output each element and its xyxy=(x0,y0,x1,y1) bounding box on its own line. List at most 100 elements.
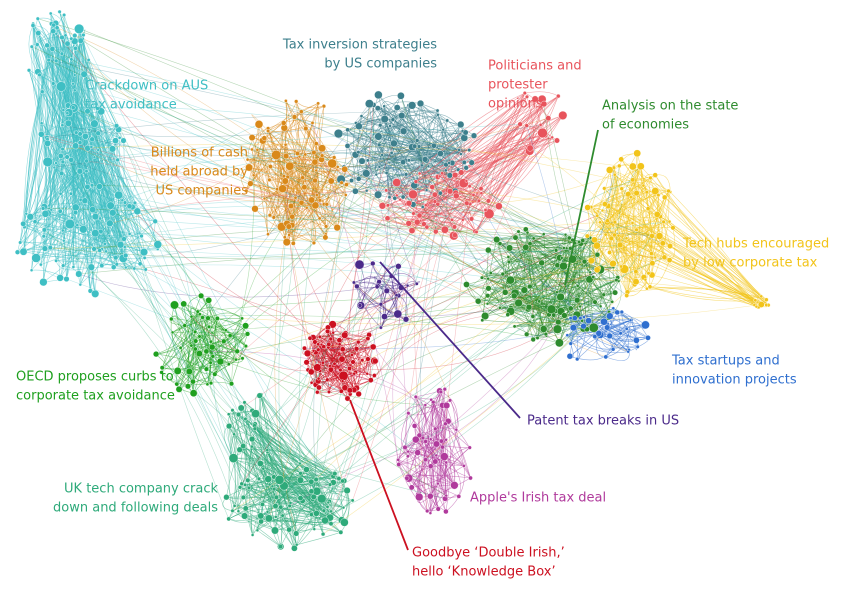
edge xyxy=(651,253,757,307)
node xyxy=(512,234,519,241)
edge xyxy=(83,34,90,130)
node xyxy=(180,300,187,308)
node xyxy=(416,212,423,219)
edge xyxy=(357,230,413,343)
node xyxy=(367,377,374,383)
node xyxy=(393,309,403,319)
edge xyxy=(59,11,242,409)
node xyxy=(121,236,127,242)
node xyxy=(587,257,595,265)
edge xyxy=(587,165,620,208)
node xyxy=(601,292,606,297)
edge xyxy=(44,211,138,231)
node xyxy=(221,338,227,344)
edge xyxy=(41,134,52,214)
node xyxy=(405,200,413,207)
node xyxy=(57,208,63,214)
node xyxy=(552,324,563,334)
edge xyxy=(71,59,460,151)
edge xyxy=(445,439,455,486)
node xyxy=(537,127,548,139)
node xyxy=(574,297,581,304)
edge xyxy=(233,434,303,502)
node xyxy=(527,241,533,247)
node xyxy=(444,493,448,498)
node xyxy=(469,216,475,222)
node xyxy=(485,285,492,292)
node xyxy=(226,423,233,430)
node xyxy=(291,114,298,120)
node xyxy=(370,343,377,351)
edge xyxy=(224,330,243,359)
edge xyxy=(537,262,543,338)
node xyxy=(346,387,353,394)
node xyxy=(605,218,610,224)
edge xyxy=(643,191,671,278)
edge xyxy=(234,459,290,530)
edge xyxy=(61,53,126,256)
edge xyxy=(324,166,338,238)
node xyxy=(350,353,354,357)
node xyxy=(555,319,562,326)
node xyxy=(316,347,321,352)
node xyxy=(446,172,453,179)
node xyxy=(520,286,528,294)
node xyxy=(193,329,198,334)
edge xyxy=(383,106,418,186)
edge xyxy=(481,256,509,278)
edge xyxy=(122,200,270,519)
edge xyxy=(555,234,598,255)
node xyxy=(459,152,463,156)
node xyxy=(467,148,472,153)
node xyxy=(197,334,202,339)
node xyxy=(264,514,273,523)
node xyxy=(84,183,91,190)
node xyxy=(479,191,484,195)
node xyxy=(345,127,350,133)
edge xyxy=(95,232,196,333)
node xyxy=(293,195,298,200)
edge xyxy=(604,203,759,307)
node xyxy=(60,159,66,165)
node xyxy=(525,230,530,235)
edge xyxy=(498,103,545,207)
node xyxy=(404,475,410,481)
edge xyxy=(239,487,341,533)
node xyxy=(47,245,53,251)
edge xyxy=(46,45,57,261)
node xyxy=(666,188,671,194)
node xyxy=(317,198,322,203)
node xyxy=(64,154,70,160)
node xyxy=(423,457,428,463)
node xyxy=(30,23,36,28)
edge xyxy=(344,168,629,352)
node xyxy=(349,178,354,183)
edge xyxy=(408,98,536,204)
node xyxy=(74,130,79,135)
edge xyxy=(397,459,419,495)
edge xyxy=(228,413,331,485)
edge xyxy=(88,59,290,167)
node xyxy=(531,95,539,103)
node xyxy=(358,157,366,165)
node xyxy=(352,371,357,376)
node xyxy=(244,188,249,193)
edge xyxy=(94,200,123,294)
edge xyxy=(48,59,460,151)
node xyxy=(584,204,591,211)
node xyxy=(56,81,67,92)
edge xyxy=(298,194,318,464)
node xyxy=(245,477,251,483)
node xyxy=(51,22,56,28)
cluster-label: Tax startups and xyxy=(671,354,780,369)
node xyxy=(390,117,396,122)
node xyxy=(461,159,467,165)
node xyxy=(327,177,335,185)
edge xyxy=(84,73,401,200)
edge xyxy=(430,405,447,514)
node xyxy=(428,511,433,515)
node xyxy=(606,332,613,340)
edge xyxy=(376,132,466,175)
node xyxy=(526,144,534,152)
node xyxy=(359,114,364,118)
